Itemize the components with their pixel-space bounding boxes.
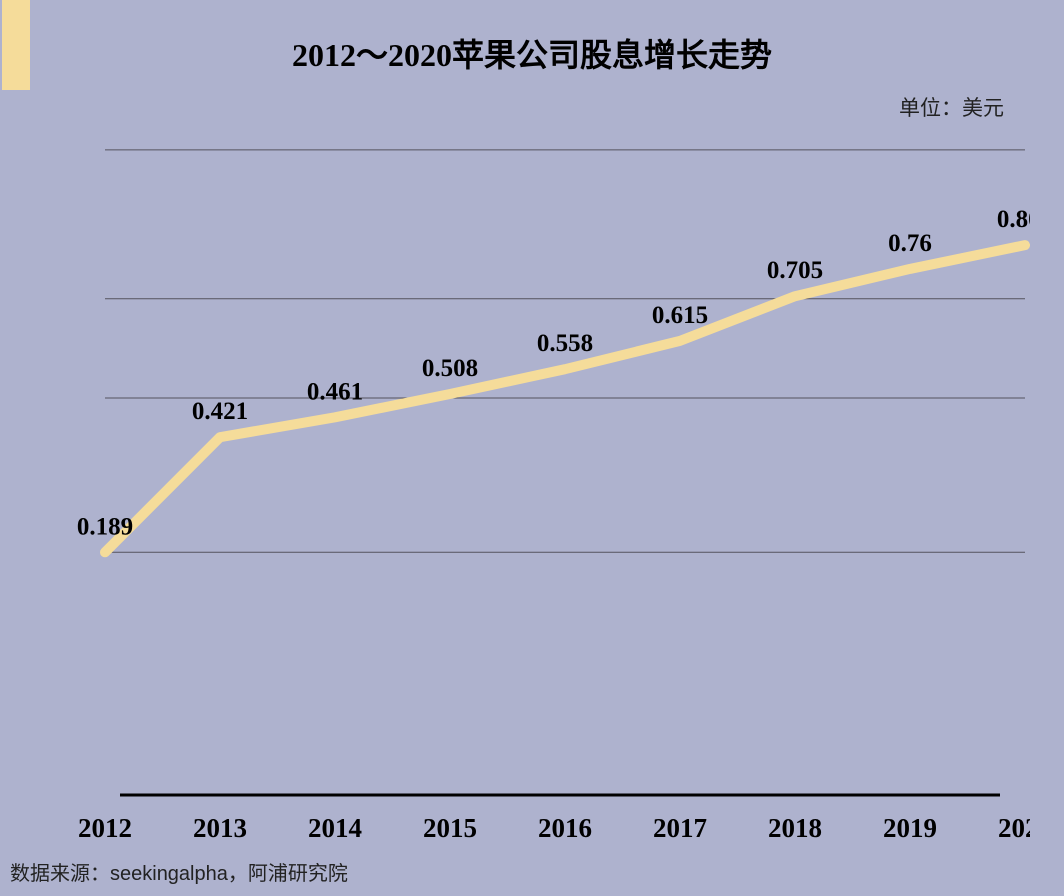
chart-plot-area: 0.189 0.421 0.461 0.508 0.558 0.615 0.705 0.76 0… [30, 125, 1030, 805]
data-label: 0.808 [997, 206, 1030, 233]
unit-label: 单位：美元 [899, 92, 1004, 122]
data-label: 0.558 [537, 330, 593, 357]
source-label: 数据来源：seekingalpha，阿浦研究院 [10, 857, 348, 886]
data-label: 0.421 [192, 398, 248, 425]
chart-title: 2012～2020苹果公司股息增长走势 [0, 30, 1064, 76]
data-label: 0.461 [307, 378, 363, 405]
x-axis-label: 2013 [193, 813, 247, 843]
chart-svg: 0.189 0.421 0.461 0.508 0.558 0.615 0.705 0.76 0… [30, 125, 1030, 865]
chart-container: 2012～2020苹果公司股息增长走势 单位：美元 0.189 0.421 0.46… [0, 0, 1064, 896]
data-label: 0.189 [77, 513, 133, 540]
x-axis-label: 2012 [78, 813, 132, 843]
data-label: 0.76 [888, 230, 932, 257]
data-label: 0.705 [767, 257, 823, 284]
x-axis-label: 2020 [998, 813, 1030, 843]
x-axis-label: 2017 [653, 813, 707, 843]
x-axis-label: 2016 [538, 813, 592, 843]
x-axis-label: 2015 [423, 813, 477, 843]
x-axis-label: 2014 [308, 813, 362, 843]
data-label: 0.615 [652, 302, 708, 329]
data-label: 0.508 [422, 355, 478, 382]
x-axis-label: 2019 [883, 813, 937, 843]
x-axis-label: 2018 [768, 813, 822, 843]
